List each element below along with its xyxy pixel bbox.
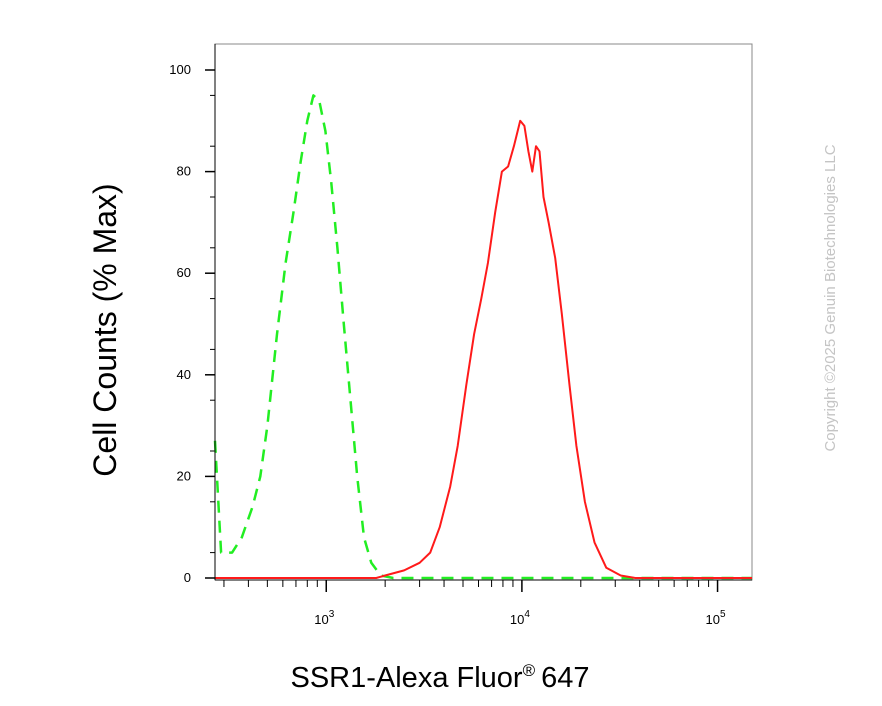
x-axis-ticks: 103 104 105	[223, 580, 726, 627]
x-axis-label: SSR1-Alexa Fluor® 647	[290, 661, 589, 694]
x-axis-label-main: SSR1-Alexa Fluor	[290, 662, 522, 694]
y-tick-label: 20	[177, 468, 191, 483]
y-tick-label: 40	[177, 367, 191, 382]
y-tick-label: 60	[177, 265, 191, 280]
y-tick-label: 100	[169, 62, 191, 77]
y-axis-label: Cell Counts (% Max)	[87, 183, 123, 476]
x-tick-label: 104	[510, 609, 530, 627]
x-tick-label: 105	[706, 609, 726, 627]
x-axis-label-suffix: 647	[541, 662, 589, 694]
x-axis-label-superscript: ®	[523, 661, 536, 680]
copyright-watermark: Copyright ©2025 Genuin Biotechnologies L…	[822, 144, 839, 451]
y-tick-label: 0	[184, 570, 191, 585]
x-tick-label: 103	[314, 609, 334, 627]
plot-frame	[214, 43, 753, 581]
y-minor-ticks	[210, 94, 215, 554]
y-major-ticks: 0 20 40 60 80 100	[169, 62, 215, 585]
y-tick-label: 80	[177, 164, 191, 179]
series-layer	[213, 94, 752, 580]
series-line-sample	[215, 119, 752, 579]
series-line-control	[213, 94, 752, 580]
